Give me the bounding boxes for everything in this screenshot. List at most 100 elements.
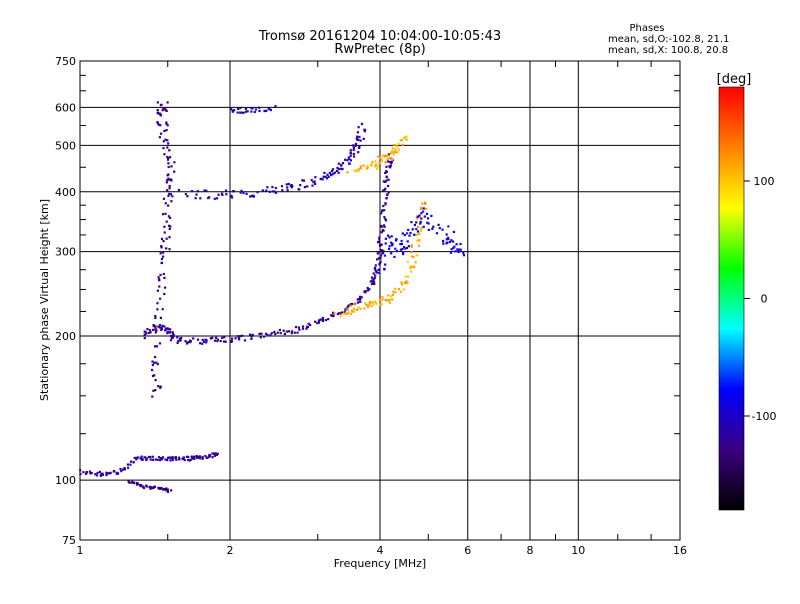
echo-point (416, 230, 420, 233)
echo-point (239, 191, 242, 194)
echo-point (120, 470, 123, 473)
echo-point (173, 161, 176, 164)
echo-point (137, 456, 140, 459)
echo-point (204, 454, 207, 458)
echo-point (216, 338, 219, 341)
echo-point (193, 456, 196, 459)
echo-point (302, 179, 305, 182)
echo-point (332, 311, 335, 314)
echo-point (399, 243, 402, 246)
echo-point (167, 165, 170, 169)
echo-point (391, 157, 394, 160)
echo-point (416, 239, 419, 242)
echo-point (324, 319, 328, 322)
echo-point (321, 178, 324, 181)
echo-point (199, 457, 202, 460)
echo-point (394, 239, 398, 242)
echo-point (266, 333, 269, 336)
echo-point (368, 303, 371, 306)
echo-point (161, 324, 164, 327)
echo-point (359, 167, 362, 170)
echo-point (348, 162, 351, 165)
echo-point (375, 302, 378, 305)
echo-point (162, 197, 166, 200)
echo-point (127, 466, 130, 469)
echo-point (364, 291, 367, 294)
echo-point (158, 285, 161, 288)
echo-point (422, 210, 425, 213)
echo-point (425, 212, 429, 215)
echo-point (340, 313, 343, 316)
echo-point (250, 337, 253, 340)
colorbar (718, 86, 745, 511)
echo-point (112, 470, 115, 473)
echo-point (156, 101, 159, 104)
echo-point (407, 228, 410, 231)
echo-points (79, 101, 466, 494)
echo-point (405, 232, 409, 235)
echo-point (122, 468, 125, 471)
echo-point (394, 148, 397, 151)
echo-point (353, 155, 356, 158)
echo-point (274, 105, 277, 108)
x-tick-label: 6 (464, 544, 471, 557)
echo-point (385, 165, 388, 168)
echo-point (216, 340, 219, 343)
echo-point (382, 204, 385, 208)
echo-point (418, 244, 421, 247)
echo-point (379, 254, 382, 257)
echo-point (336, 312, 339, 316)
echo-point (395, 238, 398, 241)
echo-point (414, 233, 417, 236)
echo-point (383, 188, 386, 192)
echo-point (127, 480, 130, 483)
echo-point (166, 139, 169, 142)
echo-point (371, 161, 374, 164)
echo-point (230, 194, 233, 197)
echo-point (340, 167, 343, 170)
echo-point (237, 107, 240, 110)
echo-point (153, 361, 156, 364)
echo-point (152, 389, 155, 392)
echo-point (162, 107, 165, 110)
echo-point (321, 319, 325, 323)
echo-point (326, 173, 329, 176)
echo-point (79, 469, 82, 472)
echo-point (169, 339, 173, 342)
echo-point (189, 458, 192, 461)
echo-point (383, 225, 386, 228)
echo-point (402, 246, 406, 249)
y-tick-label: 600 (55, 101, 76, 114)
echo-point (374, 160, 377, 163)
y-tick-labels: 75 100 200 300 400 500 600 750 (55, 55, 76, 547)
echo-point (208, 453, 211, 457)
echo-point (159, 252, 162, 255)
echo-point (169, 331, 172, 334)
phase-info-title: Phases (629, 23, 664, 34)
echo-point (236, 111, 239, 114)
echo-point (205, 341, 208, 344)
echo-point (195, 193, 198, 196)
echo-point (163, 292, 166, 296)
echo-point (415, 217, 419, 220)
echo-point (171, 336, 174, 339)
echo-point (407, 245, 410, 248)
echo-point (380, 212, 383, 215)
echo-point (273, 330, 276, 333)
y-tick-label: 200 (55, 330, 76, 343)
echo-point (332, 172, 335, 175)
echo-point (386, 299, 389, 302)
echo-point (224, 189, 228, 192)
echo-point (387, 178, 390, 181)
echo-point (401, 143, 404, 146)
echo-point (252, 195, 255, 198)
echo-point (172, 333, 175, 337)
echo-point (163, 325, 166, 328)
echo-point (250, 110, 253, 113)
chart-subtitle: RwPretec (8p) (334, 42, 425, 57)
echo-point (404, 281, 407, 284)
echo-point (378, 263, 381, 266)
echo-point (353, 303, 356, 306)
echo-point (402, 253, 405, 256)
echo-point (362, 137, 365, 140)
